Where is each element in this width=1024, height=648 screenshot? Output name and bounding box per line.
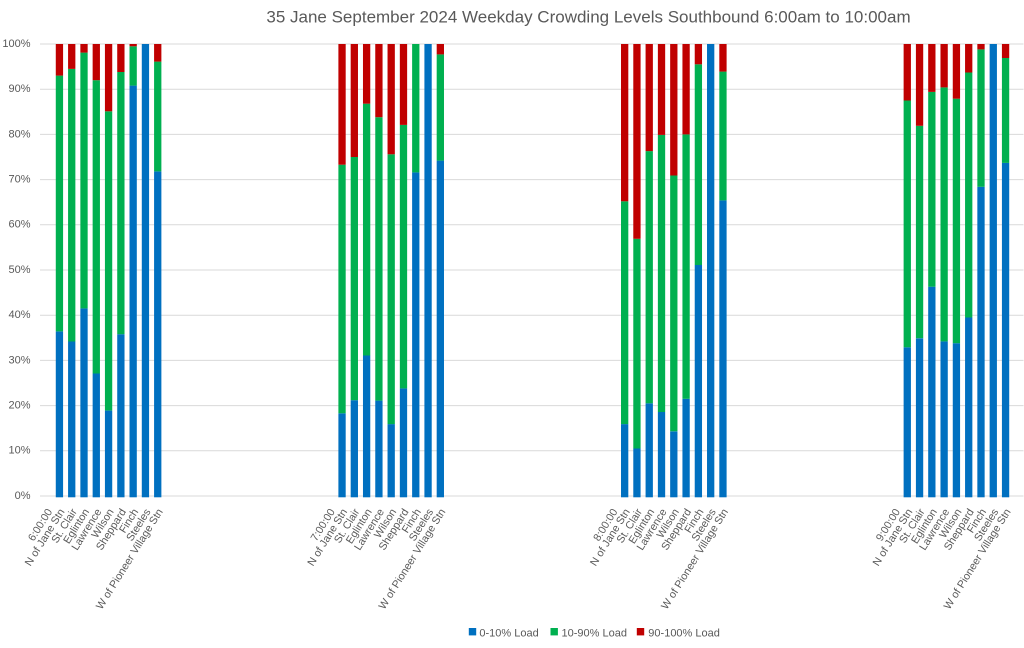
svg-text:20%: 20% — [8, 400, 30, 412]
svg-text:30%: 30% — [8, 354, 30, 366]
svg-text:0%: 0% — [15, 490, 31, 502]
svg-text:90%: 90% — [8, 83, 30, 95]
svg-text:70%: 70% — [8, 174, 30, 186]
svg-text:40%: 40% — [8, 309, 30, 321]
svg-text:10-90% Load: 10-90% Load — [562, 628, 627, 640]
svg-text:35 Jane September 2024 Weekday: 35 Jane September 2024 Weekday Crowding … — [266, 7, 910, 26]
svg-text:50%: 50% — [8, 264, 30, 276]
svg-text:0-10% Load: 0-10% Load — [479, 628, 538, 640]
svg-text:90-100% Load: 90-100% Load — [648, 628, 720, 640]
svg-text:100%: 100% — [2, 38, 30, 50]
svg-text:10%: 10% — [8, 445, 30, 457]
svg-text:60%: 60% — [8, 219, 30, 231]
svg-text:80%: 80% — [8, 128, 30, 140]
